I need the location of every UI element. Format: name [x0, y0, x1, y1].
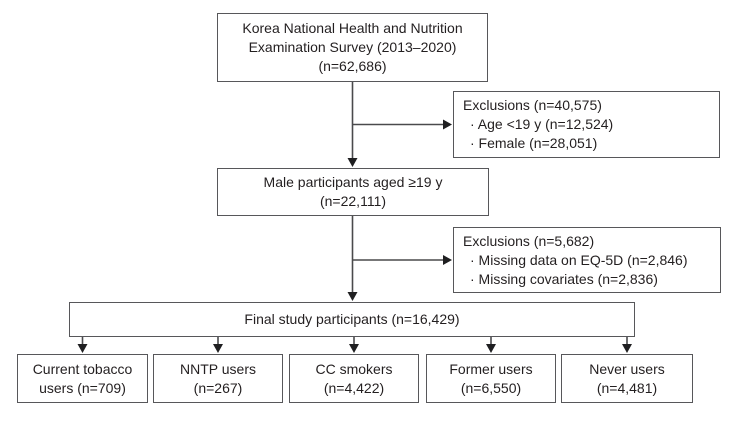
source-line-2: Examination Survey (2013–2020): [248, 39, 457, 55]
arrowhead-down-icon: [77, 344, 88, 353]
arrowhead-right-icon: [443, 255, 452, 265]
group5-line-2: (n=4,481): [596, 379, 658, 396]
arrowhead-right-icon: [443, 119, 452, 130]
source-line-1: Korea National Health and Nutrition: [242, 20, 463, 36]
box-male-participants: Male participants aged ≥19 y (n=22,111): [217, 168, 489, 216]
male-line-2: (n=22,111): [319, 193, 387, 209]
box-nntp-users: NNTP users (n=267): [153, 354, 283, 403]
male-line-1: Male participants aged ≥19 y: [263, 174, 443, 190]
box-never-users: Never users (n=4,481): [561, 354, 693, 403]
arrowhead-down-icon: [622, 344, 632, 353]
exclusions2-item-2: · Missing covariates (n=2,836): [470, 270, 658, 287]
box-former-users: Former users (n=6,550): [426, 354, 556, 403]
exclusions1-title: Exclusions (n=40,575): [463, 97, 602, 113]
box-exclusions-2: Exclusions (n=5,682) · Missing data on E…: [453, 227, 721, 293]
final-label: Final study participants (n=16,429): [244, 311, 460, 327]
group2-line-1: NNTP users: [180, 360, 256, 377]
group1-line-2: users (n=709): [39, 379, 126, 396]
group5-line-1: Never users: [589, 360, 665, 377]
group4-line-2: (n=6,550): [460, 379, 522, 396]
source-line-3: (n=62,686): [318, 58, 387, 74]
exclusions2-title: Exclusions (n=5,682): [463, 232, 595, 249]
exclusions2-item-1: · Missing data on EQ-5D (n=2,846): [470, 251, 688, 268]
box-exclusions-1: Exclusions (n=40,575) · Age <19 y (n=12,…: [453, 91, 720, 158]
group3-line-1: CC smokers: [315, 360, 393, 377]
group2-line-2: (n=267): [193, 379, 243, 396]
box-cc-smokers: CC smokers (n=4,422): [289, 354, 419, 403]
arrowhead-down-icon: [347, 158, 358, 167]
box-knhanes-source: Korea National Health and Nutrition Exam…: [217, 13, 488, 82]
group4-line-1: Former users: [449, 360, 533, 377]
arrowhead-down-icon: [486, 344, 496, 353]
group3-line-2: (n=4,422): [323, 379, 385, 396]
box-current-tobacco-users: Current tobacco users (n=709): [17, 354, 148, 403]
exclusions1-item-2: · Female (n=28,051): [470, 135, 598, 151]
box-final-participants: Final study participants (n=16,429): [69, 302, 635, 337]
group1-line-1: Current tobacco: [32, 360, 133, 377]
arrowhead-down-icon: [349, 344, 359, 353]
arrowhead-down-icon: [347, 292, 358, 301]
arrowhead-down-icon: [213, 344, 223, 353]
exclusions1-item-1: · Age <19 y (n=12,524): [470, 116, 614, 132]
